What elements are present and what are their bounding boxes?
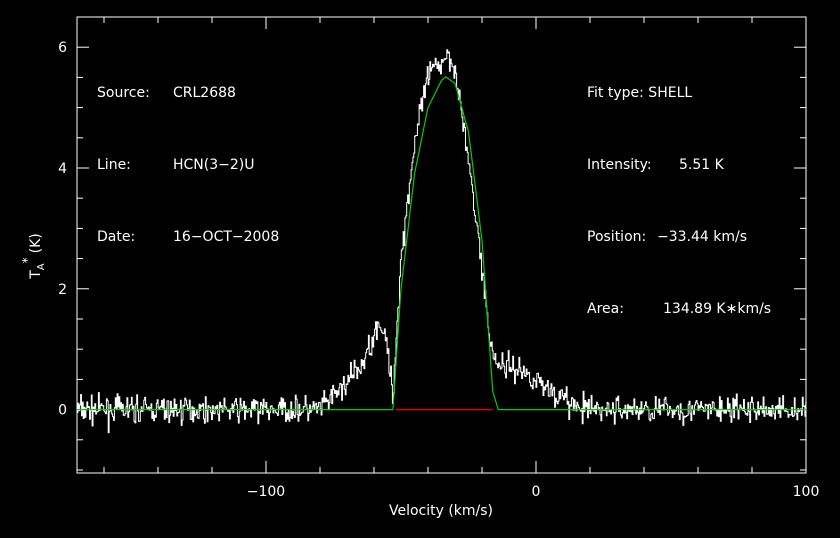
x-tick-label: 0 xyxy=(532,484,541,500)
date-key: Date: xyxy=(97,229,136,245)
spectrum-line xyxy=(77,49,807,434)
fit-line xyxy=(77,76,806,411)
area-row: Area: 134.89 K∗km/s xyxy=(587,297,771,321)
y-axis-title-main: T xyxy=(28,270,44,280)
y-tick-labels: 0 2 4 6 xyxy=(58,40,67,418)
source-value: CRL2688 xyxy=(173,85,236,101)
area-key: Area: xyxy=(587,301,624,317)
data-layer xyxy=(77,49,807,434)
x-axis-title: Velocity (km/s) xyxy=(389,503,493,519)
fit-type-row: Fit type: SHELL xyxy=(587,85,693,101)
position-value: −33.44 km/s xyxy=(657,229,748,245)
line-key: Line: xyxy=(97,157,131,173)
source-key: Source: xyxy=(97,85,150,101)
y-tick-label: 2 xyxy=(58,282,67,298)
plot-frame xyxy=(76,16,807,474)
x-tick-label: 100 xyxy=(793,484,820,500)
y-axis-title-sub: A xyxy=(36,263,47,270)
line-value: HCN(3−2)U xyxy=(173,157,255,173)
position-row: Position: −33.44 km/s xyxy=(587,225,771,249)
line-row: Line: HCN(3−2)U xyxy=(97,153,279,177)
y-tick-label: 6 xyxy=(58,40,67,56)
y-tick-label: 4 xyxy=(58,161,67,177)
y-axis-title-unit: (K) xyxy=(28,233,44,253)
date-row: Date: 16−OCT−2008 xyxy=(97,225,279,249)
position-key: Position: xyxy=(587,229,647,245)
y-axis-title: TA* (K) xyxy=(20,233,47,280)
area-value: 134.89 K∗km/s xyxy=(663,301,772,317)
plot-border xyxy=(76,16,807,474)
y-axis-title-text: TA* (K) xyxy=(20,233,47,280)
intensity-key: Intensity: xyxy=(587,157,652,173)
y-tick-label: 0 xyxy=(58,403,67,419)
source-row: Source: CRL2688 xyxy=(97,81,279,105)
intensity-value: 5.51 K xyxy=(679,157,724,173)
axis-ticks xyxy=(77,17,807,473)
header-left: Source: CRL2688 Line: HCN(3−2)U Date: 16−OC… xyxy=(97,33,279,273)
date-value: 16−OCT−2008 xyxy=(173,229,280,245)
header-right: Fit type: SHELL Intensity: 5.51 K Positio… xyxy=(587,33,771,345)
intensity-row: Intensity: 5.51 K xyxy=(587,153,771,177)
y-axis-title-sup: * xyxy=(20,257,34,263)
x-tick-label: −100 xyxy=(247,484,285,500)
x-tick-labels: −100 0 100 xyxy=(247,484,820,500)
